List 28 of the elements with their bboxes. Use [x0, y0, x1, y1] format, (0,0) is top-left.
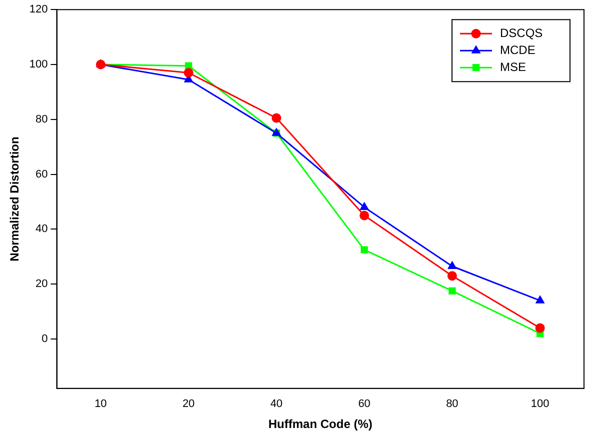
y-tick-label: 60 [36, 168, 48, 180]
y-tick-label: 20 [36, 278, 48, 290]
y-axis-title: Normalized Distortion [8, 136, 22, 262]
x-tick-label: 80 [446, 398, 458, 410]
y-tick-label: 120 [29, 4, 48, 16]
y-tick-label: 100 [29, 58, 48, 71]
x-axis-title: Huffman Code (%) [268, 417, 372, 432]
legend-label: MCDE [500, 42, 536, 57]
x-tick-label: 60 [358, 398, 370, 410]
point [535, 323, 545, 333]
legend-label: MSE [500, 60, 526, 74]
point [272, 113, 282, 123]
point [536, 296, 544, 304]
point [448, 287, 456, 295]
point [360, 210, 370, 220]
y-tick-label: 40 [36, 223, 48, 236]
point [360, 202, 369, 210]
y-tick-label: 0 [42, 333, 48, 346]
point [447, 271, 457, 281]
x-tick-label: 20 [182, 398, 195, 410]
y-tick-label: 80 [36, 113, 48, 126]
point [360, 246, 368, 254]
point [448, 262, 456, 269]
point [184, 68, 194, 78]
x-tick-label: 100 [530, 398, 550, 410]
legend-label: DSCQS [500, 26, 543, 40]
x-tick-label: 40 [270, 398, 283, 410]
x-tick-label: 10 [94, 398, 107, 410]
